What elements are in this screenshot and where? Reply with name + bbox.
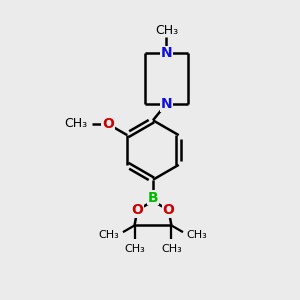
Text: N: N	[160, 97, 172, 111]
Text: CH₃: CH₃	[99, 230, 119, 240]
Text: CH₃: CH₃	[187, 230, 207, 240]
Text: O: O	[102, 117, 114, 131]
Text: N: N	[160, 46, 172, 60]
Text: CH₃: CH₃	[64, 118, 87, 130]
Text: CH₃: CH₃	[124, 244, 145, 254]
Text: CH₃: CH₃	[161, 244, 182, 254]
Text: O: O	[131, 203, 143, 217]
Text: O: O	[163, 203, 175, 217]
Text: CH₃: CH₃	[155, 24, 178, 37]
Text: B: B	[148, 190, 158, 205]
